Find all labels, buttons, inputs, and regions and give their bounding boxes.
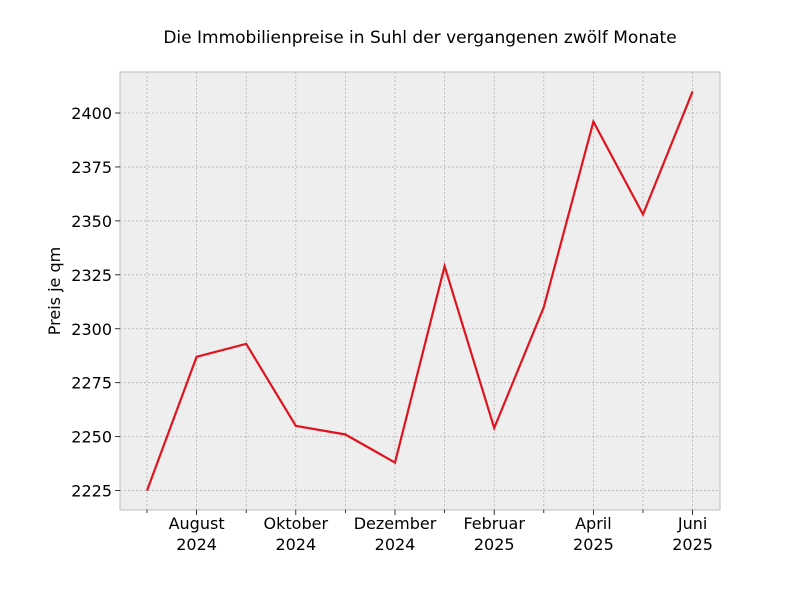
x-tick-label: 2025 <box>573 535 614 554</box>
y-tick-label: 2400 <box>71 104 112 123</box>
x-tick-label: 2025 <box>474 535 515 554</box>
series-line <box>145 91 694 491</box>
x-tick-label: 2024 <box>275 535 316 554</box>
x-tick-label: Dezember <box>354 514 437 533</box>
series-layer <box>145 91 694 491</box>
grid <box>120 72 720 510</box>
y-tick-label: 2225 <box>71 482 112 501</box>
x-axis: August 2024 Oktober 2024 Dezember 2024 Februar… <box>146 510 713 554</box>
y-axis-label: Preis je qm <box>45 247 64 335</box>
x-tick-label: April <box>575 514 612 533</box>
y-tick-label: 2350 <box>71 212 112 231</box>
x-tick-label: Juni <box>677 514 707 533</box>
x-tick-label: 2024 <box>375 535 416 554</box>
plot-area <box>119 71 721 511</box>
y-tick-label: 2250 <box>71 428 112 447</box>
x-tick-label: Februar <box>463 514 525 533</box>
x-tick-label: August <box>169 514 225 533</box>
y-axis: 2225 2250 2275 2300 2325 2350 2375 2400 <box>71 104 120 501</box>
y-tick-label: 2375 <box>71 158 112 177</box>
x-tick-label: 2025 <box>672 535 713 554</box>
chart-title: Die Immobilienpreise in Suhl der vergang… <box>163 28 676 48</box>
y-tick-label: 2325 <box>71 266 112 285</box>
x-tick-label: 2024 <box>176 535 217 554</box>
y-tick-label: 2275 <box>71 374 112 393</box>
y-tick-label: 2300 <box>71 320 112 339</box>
x-tick-label: Oktober <box>264 514 329 533</box>
